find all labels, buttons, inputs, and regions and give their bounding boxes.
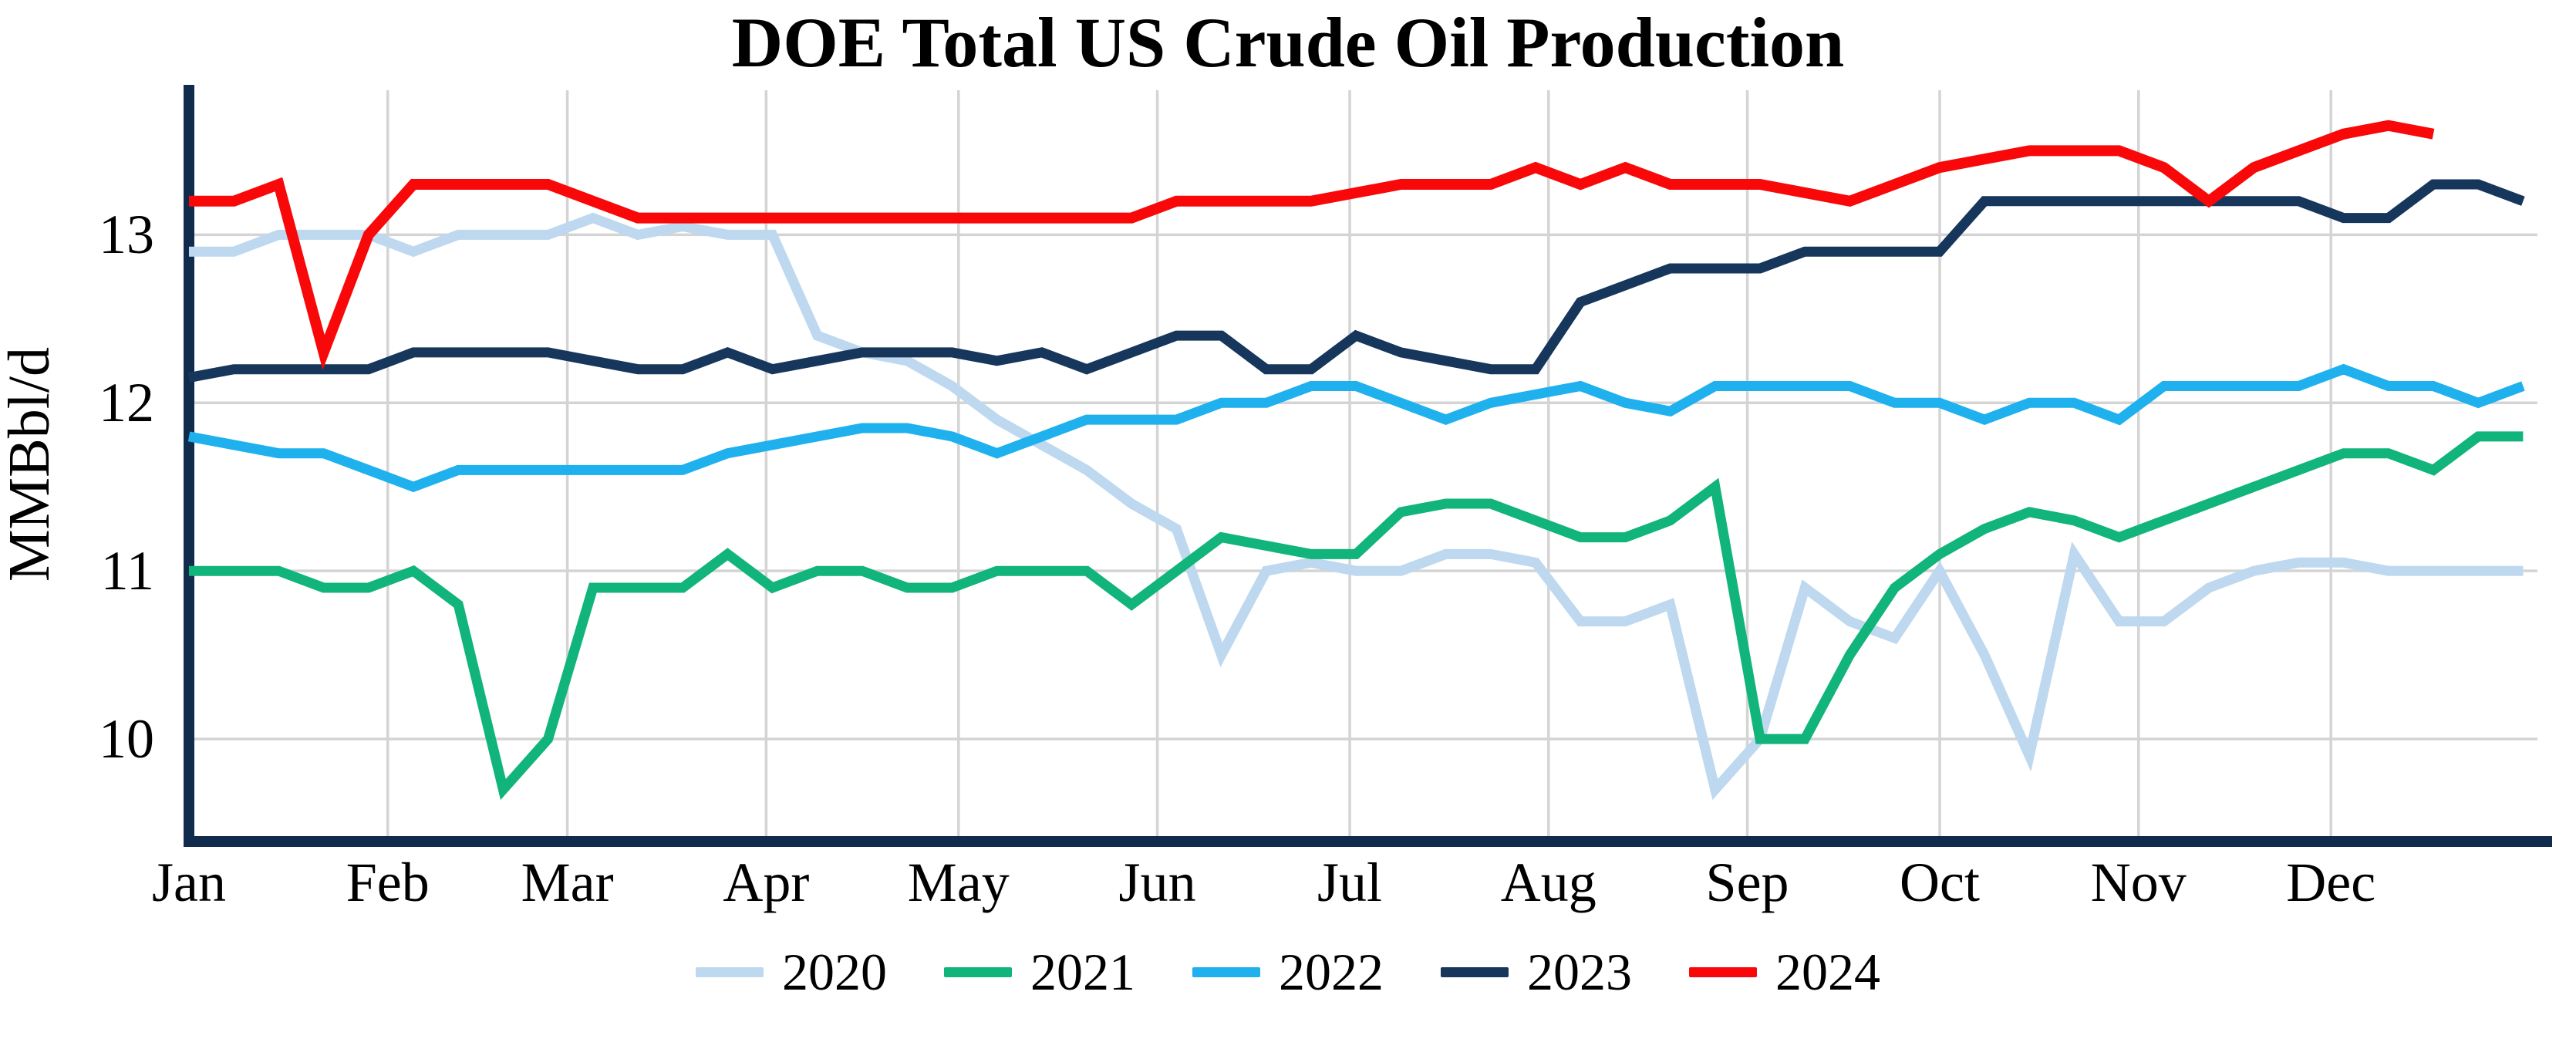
legend-label-2023: 2023 <box>1527 943 1632 1001</box>
chart-title: DOE Total US Crude Oil Production <box>731 3 1845 82</box>
x-label-mar: Mar <box>521 852 614 913</box>
legend-label-2022: 2022 <box>1279 943 1384 1001</box>
legend-label-2024: 2024 <box>1775 943 1880 1001</box>
x-label-dec: Dec <box>2286 852 2376 913</box>
legend-label-2021: 2021 <box>1030 943 1135 1001</box>
x-label-jan: Jan <box>152 852 226 913</box>
y-axis-spine <box>184 85 194 847</box>
legend-swatch-2023-icon <box>1441 966 1509 977</box>
y-tick-11: 11 <box>100 540 154 602</box>
legend-swatch-2022-icon <box>1192 966 1260 977</box>
x-label-jul: Jul <box>1317 852 1383 913</box>
legend-item-2024: 2024 <box>1689 935 1880 1009</box>
series-line-2023 <box>187 179 2525 383</box>
x-label-oct: Oct <box>1900 852 1980 913</box>
series-line-2024 <box>189 120 2435 370</box>
x-label-may: May <box>907 852 1010 913</box>
y-tick-12: 12 <box>99 372 154 434</box>
x-label-feb: Feb <box>346 852 430 913</box>
y-tick-10: 10 <box>99 708 154 771</box>
series-line-2022 <box>187 363 2525 493</box>
series-line-2021 <box>189 431 2524 801</box>
series-line-2020 <box>189 212 2524 801</box>
legend-item-2023: 2023 <box>1441 935 1632 1009</box>
legend-item-2020: 2020 <box>696 935 887 1009</box>
x-label-jun: Jun <box>1118 852 1196 913</box>
legend-item-2021: 2021 <box>944 935 1135 1009</box>
legend-item-2022: 2022 <box>1192 935 1384 1009</box>
x-label-aug: Aug <box>1500 852 1597 913</box>
gridlines <box>189 90 2537 837</box>
x-label-sep: Sep <box>1705 852 1789 913</box>
y-tick-13: 13 <box>99 204 154 266</box>
legend-swatch-2024-icon <box>1689 966 1757 977</box>
legend-swatch-2020-icon <box>696 966 764 977</box>
x-label-nov: Nov <box>2090 852 2187 913</box>
axes <box>184 85 2552 847</box>
legend-label-2020: 2020 <box>782 943 887 1001</box>
legend: 2020 2021 2022 2023 2024 <box>0 935 2576 1009</box>
x-axis-spine <box>184 836 2552 847</box>
x-label-apr: Apr <box>723 852 810 913</box>
legend-swatch-2021-icon <box>944 966 1012 977</box>
